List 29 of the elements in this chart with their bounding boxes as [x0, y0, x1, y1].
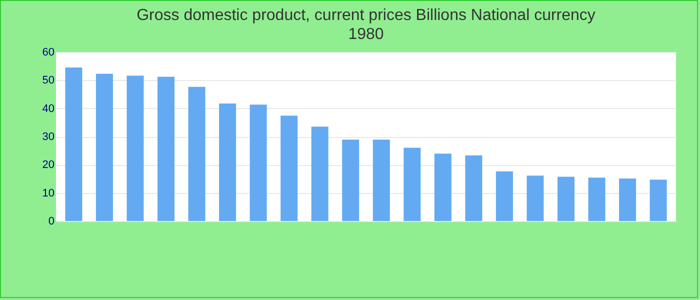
- bar: [465, 155, 482, 221]
- bar: [188, 86, 206, 221]
- y-tick-label: 0: [48, 216, 54, 228]
- bar: [372, 140, 390, 221]
- bar: [342, 140, 360, 221]
- y-tick-label: 50: [42, 74, 54, 87]
- y-tick-label: 30: [42, 131, 54, 143]
- bar: [619, 178, 636, 221]
- bar: [404, 148, 421, 221]
- bar: [311, 126, 328, 221]
- bar: [526, 176, 544, 221]
- bar: [158, 76, 174, 221]
- chart-subtitle: 1980: [348, 26, 384, 43]
- bar: [434, 154, 452, 221]
- bar: [280, 116, 298, 221]
- bar: [65, 67, 82, 221]
- y-tick-label: 20: [42, 159, 54, 172]
- bar: [219, 104, 236, 221]
- bar: [96, 74, 113, 221]
- chart-title: Gross domestic product, current prices Billions National currency: [136, 7, 596, 24]
- bar: [558, 176, 574, 221]
- y-tick-label: 10: [42, 187, 54, 200]
- bar: [250, 104, 267, 221]
- bar: [496, 171, 513, 221]
- bar: [126, 76, 144, 221]
- bar: [650, 180, 667, 221]
- y-tick-label: 40: [42, 102, 54, 115]
- bar: [588, 178, 606, 221]
- y-tick-label: 60: [42, 46, 54, 58]
